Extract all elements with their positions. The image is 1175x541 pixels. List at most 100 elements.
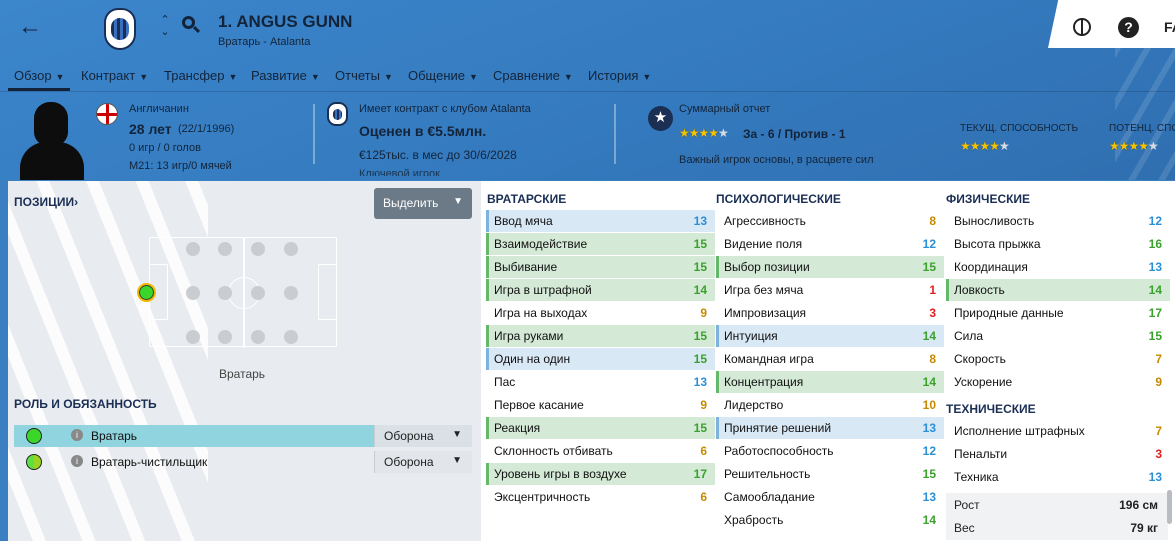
tab-overview[interactable]: Обзор ▼: [14, 68, 65, 83]
attribute-row[interactable]: Игра в штрафной 14: [486, 279, 715, 301]
position-dot[interactable]: [284, 286, 298, 300]
position-dot[interactable]: [284, 330, 298, 344]
attribute-row[interactable]: Концентрация 14: [716, 371, 944, 393]
scrollbar[interactable]: [1167, 490, 1172, 524]
attribute-row[interactable]: Первое касание 9: [486, 394, 715, 416]
attribute-row[interactable]: Пенальти 3: [946, 443, 1170, 465]
attribute-value: 14: [1148, 283, 1162, 297]
duty-dropdown[interactable]: Оборона ▼: [374, 425, 472, 447]
goalkeeper-position-dot[interactable]: [137, 283, 156, 302]
position-dot[interactable]: [251, 286, 265, 300]
attribute-row[interactable]: Импровизация 3: [716, 302, 944, 324]
attribute-row[interactable]: Пас 13: [486, 371, 715, 393]
attribute-row[interactable]: Ввод мяча 13: [486, 210, 715, 232]
report-stars: ★★★★★: [679, 126, 729, 140]
attribute-row[interactable]: Выносливость 12: [946, 210, 1170, 232]
attribute-row[interactable]: Техника 13: [946, 466, 1170, 488]
info-icon[interactable]: i: [71, 455, 83, 467]
player-avatar: [20, 102, 84, 180]
tab-development[interactable]: Развитие ▼: [251, 68, 320, 83]
attribute-value: 15: [922, 467, 936, 481]
attribute-value: 15: [693, 421, 707, 435]
position-dot[interactable]: [218, 330, 232, 344]
attribute-row[interactable]: Эксцентричность 6: [486, 486, 715, 508]
attribute-row[interactable]: Выбивание 15: [486, 256, 715, 278]
attribute-name: Уровень игры в воздухе: [494, 467, 627, 481]
club-crest-icon[interactable]: [104, 8, 136, 50]
position-dot[interactable]: [186, 330, 200, 344]
attribute-row[interactable]: Решительность 15: [716, 463, 944, 485]
globe-icon[interactable]: [1073, 18, 1091, 36]
attribute-row[interactable]: Ловкость 14: [946, 279, 1170, 301]
attribute-row[interactable]: Склонность отбивать 6: [486, 440, 715, 462]
position-dot[interactable]: [251, 330, 265, 344]
attribute-row[interactable]: Игра руками 15: [486, 325, 715, 347]
attribute-name: Интуиция: [724, 329, 778, 343]
player-value: Оценен в €5.5млн.: [359, 123, 487, 139]
attribute-row[interactable]: Координация 13: [946, 256, 1170, 278]
physical-heading: ФИЗИЧЕСКИЕ: [946, 192, 1031, 206]
attribute-name: Выбор позиции: [724, 260, 810, 274]
info-divider: [614, 104, 616, 164]
report-title[interactable]: Суммарный отчет: [679, 103, 771, 115]
attribute-row[interactable]: Агрессивность 8: [716, 210, 944, 232]
attribute-row[interactable]: Сила 15: [946, 325, 1170, 347]
fav-button[interactable]: FA: [1164, 19, 1175, 35]
attribute-value: 7: [1155, 424, 1162, 438]
attribute-row[interactable]: Видение поля 12: [716, 233, 944, 255]
attribute-name: Взаимодействие: [494, 237, 588, 251]
role-row-sweeper-keeper[interactable]: i Вратарь-чистильщик Оборона ▼: [14, 451, 472, 473]
role-row-goalkeeper[interactable]: i Вратарь Оборона ▼: [14, 425, 472, 447]
attribute-row[interactable]: Высота прыжка 16: [946, 233, 1170, 255]
duty-dropdown[interactable]: Оборона ▼: [374, 451, 472, 473]
tab-history[interactable]: История ▼: [588, 68, 652, 83]
u21-stats: M21: 13 игр/0 мячей: [129, 160, 232, 172]
attribute-row[interactable]: Реакция 15: [486, 417, 715, 439]
attribute-row[interactable]: Игра на выходах 9: [486, 302, 715, 324]
attribute-row[interactable]: Природные данные 17: [946, 302, 1170, 324]
info-icon[interactable]: i: [71, 429, 83, 441]
attribute-row[interactable]: Работоспособность 12: [716, 440, 944, 462]
position-dot[interactable]: [251, 242, 265, 256]
position-dot[interactable]: [186, 286, 200, 300]
search-icon[interactable]: [182, 16, 201, 34]
positions-heading[interactable]: ПОЗИЦИИ›: [14, 195, 79, 209]
attribute-row[interactable]: Исполнение штрафных 7: [946, 420, 1170, 442]
pitch-diagram: [149, 237, 337, 348]
attribute-row[interactable]: Ускорение 9: [946, 371, 1170, 393]
chevron-down-icon[interactable]: ⌄: [160, 26, 170, 38]
attribute-row[interactable]: Выбор позиции 15: [716, 256, 944, 278]
attribute-row[interactable]: Взаимодействие 15: [486, 233, 715, 255]
position-dot[interactable]: [284, 242, 298, 256]
position-dot[interactable]: [186, 242, 200, 256]
help-icon[interactable]: ?: [1118, 17, 1139, 38]
back-arrow-icon[interactable]: ←: [18, 13, 42, 40]
attribute-name: Склонность отбивать: [494, 444, 613, 458]
attribute-row[interactable]: Самообладание 13: [716, 486, 944, 508]
chevron-up-icon[interactable]: ⌃: [160, 14, 170, 26]
player-switch-arrows[interactable]: ⌃ ⌄: [158, 14, 172, 38]
player-position-club[interactable]: Вратарь - Atalanta: [218, 36, 311, 48]
chevron-down-icon: ▼: [453, 196, 463, 207]
attribute-row[interactable]: Принятие решений 13: [716, 417, 944, 439]
attribute-row[interactable]: Игра без мяча 1: [716, 279, 944, 301]
contract-status[interactable]: Имеет контракт с клубом Atalanta: [359, 103, 531, 115]
tab-comparison[interactable]: Сравнение ▼: [493, 68, 573, 83]
tab-reports[interactable]: Отчеты ▼: [335, 68, 393, 83]
attribute-row[interactable]: Храбрость 14: [716, 509, 944, 531]
attribute-row[interactable]: Уровень игры в воздухе 17: [486, 463, 715, 485]
attribute-name: Ввод мяча: [494, 214, 553, 228]
attribute-row[interactable]: Лидерство 10: [716, 394, 944, 416]
attribute-row[interactable]: Командная игра 8: [716, 348, 944, 370]
tab-transfer[interactable]: Трансфер ▼: [164, 68, 238, 83]
tab-contract[interactable]: Контракт ▼: [81, 68, 149, 83]
position-dot[interactable]: [218, 242, 232, 256]
tab-interaction[interactable]: Общение ▼: [408, 68, 478, 83]
highlight-dropdown[interactable]: Выделить ▼: [374, 188, 472, 219]
attribute-row[interactable]: Скорость 7: [946, 348, 1170, 370]
attribute-row[interactable]: Один на один 15: [486, 348, 715, 370]
position-dot[interactable]: [218, 286, 232, 300]
attribute-name: Принятие решений: [724, 421, 832, 435]
attribute-name: Командная игра: [724, 352, 814, 366]
attribute-row[interactable]: Интуиция 14: [716, 325, 944, 347]
